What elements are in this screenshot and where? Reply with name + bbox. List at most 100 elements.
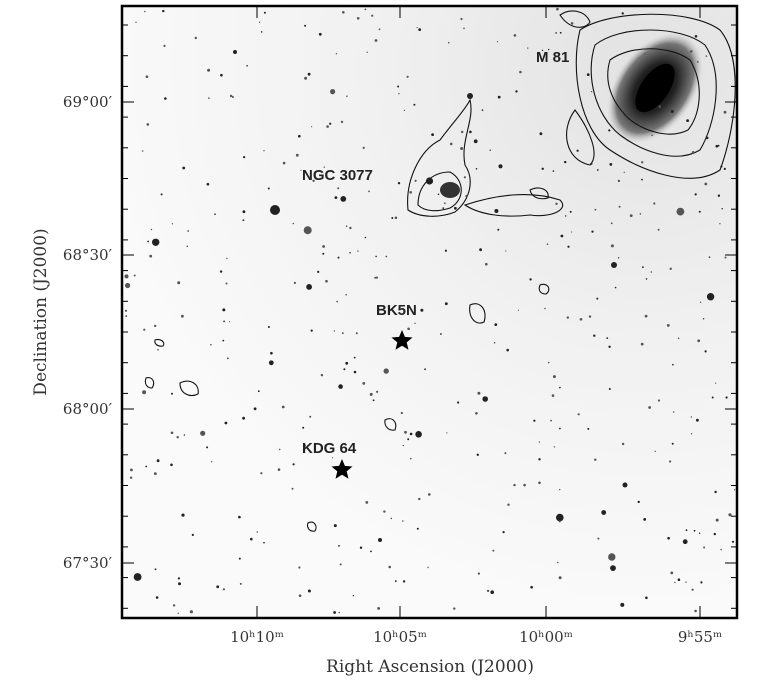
field-star xyxy=(428,493,431,496)
field-star xyxy=(394,216,398,220)
field-star xyxy=(446,432,448,434)
field-star xyxy=(145,465,148,468)
field-star xyxy=(267,187,270,190)
field-star xyxy=(694,35,698,38)
field-star xyxy=(307,72,311,76)
field-star xyxy=(586,73,590,76)
field-star xyxy=(146,123,150,126)
field-star xyxy=(133,274,136,277)
field-star xyxy=(529,278,532,281)
field-star xyxy=(369,392,373,396)
field-star xyxy=(475,412,478,415)
field-star xyxy=(420,308,424,312)
field-star xyxy=(144,10,146,13)
field-star xyxy=(507,503,510,506)
field-star xyxy=(715,518,719,522)
field-star xyxy=(402,520,404,522)
field-star xyxy=(700,581,703,584)
field-star xyxy=(365,501,369,504)
field-star xyxy=(642,266,644,268)
field-star xyxy=(170,463,173,467)
field-star xyxy=(551,394,555,397)
field-star xyxy=(304,24,307,27)
field-star xyxy=(143,328,146,331)
field-star xyxy=(460,17,463,21)
field-star xyxy=(371,14,374,17)
field-star xyxy=(492,549,495,552)
field-star xyxy=(400,411,403,415)
field-star xyxy=(608,553,616,561)
field-star xyxy=(644,314,648,318)
field-star xyxy=(337,256,340,259)
field-star xyxy=(715,144,719,148)
field-star xyxy=(637,500,640,504)
field-star xyxy=(183,434,186,436)
field-star xyxy=(558,576,562,580)
field-star xyxy=(135,21,137,23)
field-star xyxy=(394,580,397,582)
field-star xyxy=(349,251,351,254)
field-star xyxy=(667,536,670,540)
field-star xyxy=(442,207,445,210)
field-star xyxy=(333,330,335,332)
field-star xyxy=(594,208,597,211)
field-star xyxy=(410,457,412,460)
field-star xyxy=(677,337,680,340)
field-star xyxy=(594,458,597,461)
field-star xyxy=(339,563,342,566)
field-star xyxy=(333,611,336,614)
field-star xyxy=(170,431,174,435)
field-star xyxy=(593,334,596,337)
field-star xyxy=(723,167,726,170)
field-star xyxy=(449,142,453,146)
field-star xyxy=(291,487,294,490)
field-star xyxy=(206,446,209,449)
field-star xyxy=(191,533,194,537)
field-star xyxy=(177,612,179,614)
field-star xyxy=(210,344,212,346)
field-star xyxy=(242,210,246,214)
field-star xyxy=(548,48,550,51)
field-star xyxy=(125,282,131,289)
field-star xyxy=(550,419,552,422)
y-tick-label: 68°30′ xyxy=(63,246,113,264)
field-star xyxy=(715,382,717,384)
field-star xyxy=(477,391,481,395)
field-star xyxy=(181,314,184,318)
field-star xyxy=(497,228,500,231)
field-star xyxy=(703,546,706,549)
field-star xyxy=(557,561,559,564)
field-star xyxy=(689,50,693,53)
field-star xyxy=(402,444,404,447)
field-star xyxy=(553,446,556,448)
field-star xyxy=(366,51,368,53)
field-star xyxy=(407,438,410,441)
field-star xyxy=(416,27,418,29)
field-star xyxy=(447,41,450,44)
field-star xyxy=(267,326,270,328)
field-star xyxy=(338,611,341,614)
field-star xyxy=(485,262,488,266)
field-star xyxy=(375,276,378,279)
field-star xyxy=(539,132,543,136)
field-star xyxy=(340,120,344,124)
field-star xyxy=(608,388,611,390)
field-star xyxy=(577,413,580,416)
field-star xyxy=(160,193,163,196)
field-star xyxy=(538,441,541,443)
field-star xyxy=(691,151,695,154)
field-star xyxy=(723,110,727,114)
field-star xyxy=(475,168,478,170)
field-star xyxy=(444,249,447,252)
field-star xyxy=(200,430,206,436)
field-star xyxy=(402,580,406,583)
field-star xyxy=(498,164,503,169)
field-star xyxy=(690,416,693,418)
field-star xyxy=(425,177,434,185)
field-star xyxy=(292,222,295,225)
field-star xyxy=(533,419,536,422)
field-star xyxy=(519,70,522,74)
field-star xyxy=(385,255,388,258)
bright-star xyxy=(611,262,617,268)
